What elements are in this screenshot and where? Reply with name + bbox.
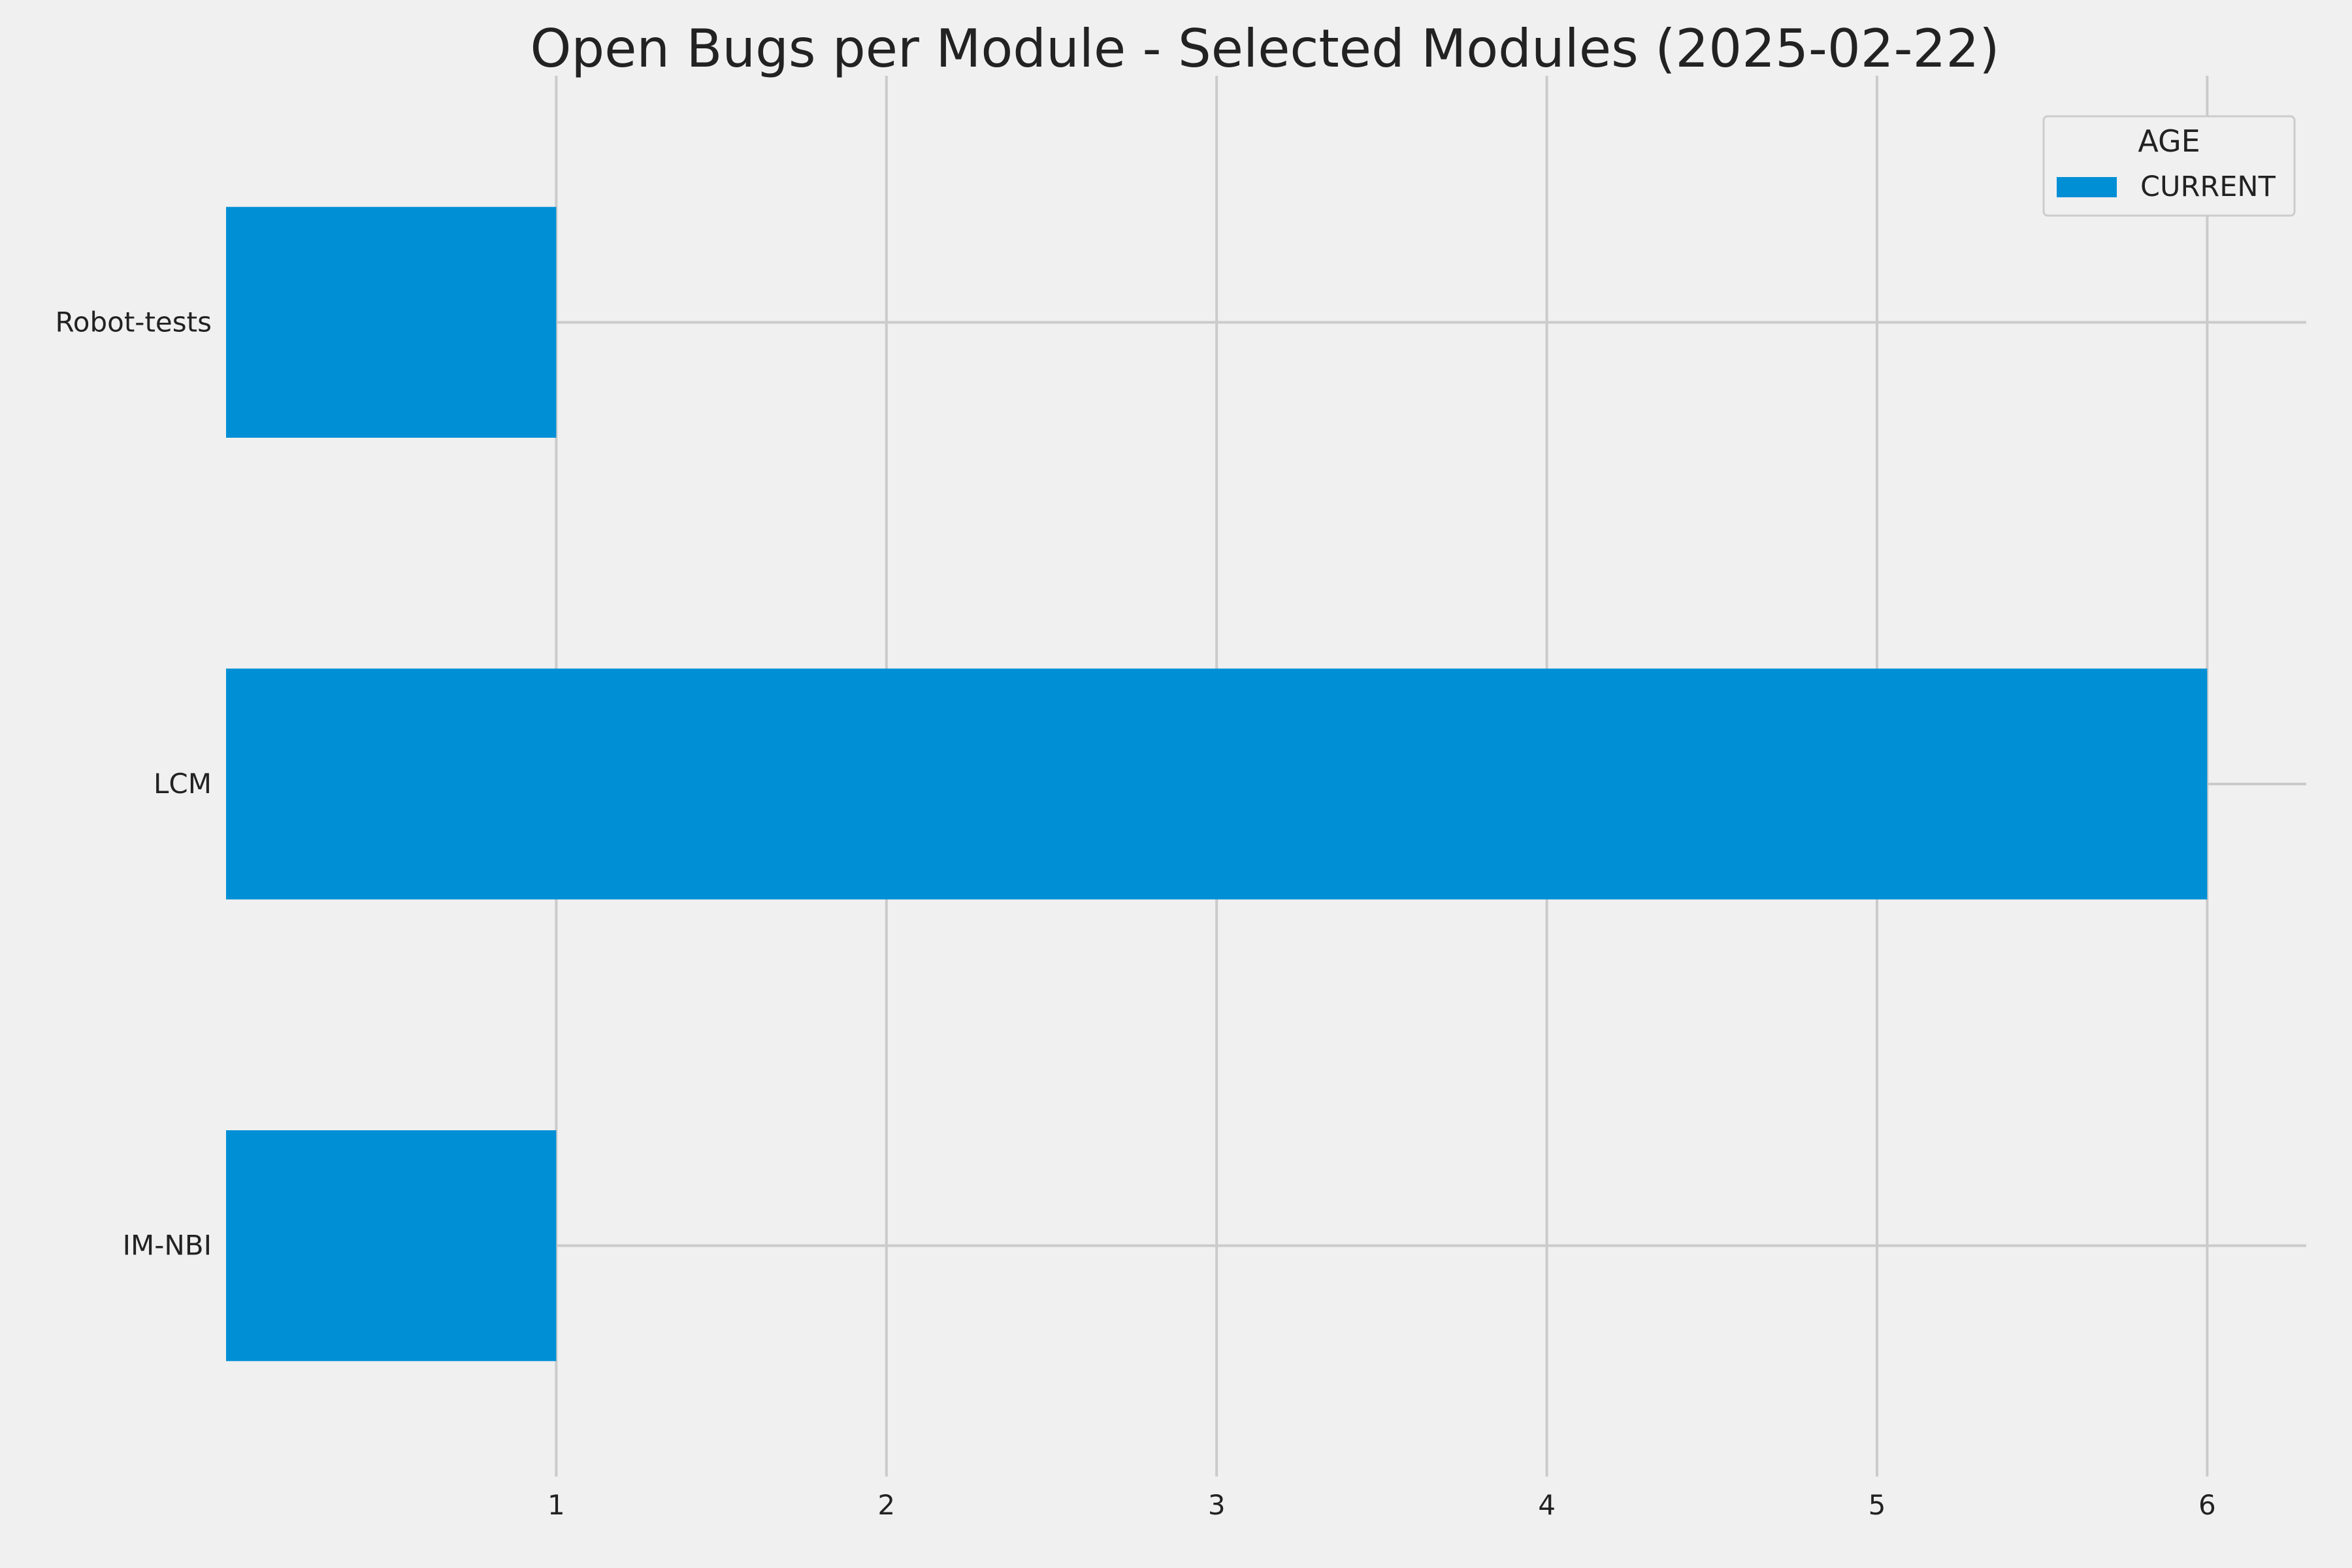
chart-title: Open Bugs per Module - Selected Modules … — [530, 18, 1999, 79]
bars — [226, 206, 2208, 1362]
y-tick-label: IM-NBI — [123, 1230, 212, 1262]
legend-title: AGE — [2138, 123, 2200, 159]
y-tick-labels: IM-NBI LCM Robot-tests — [55, 306, 212, 1261]
legend-label-current: CURRENT — [2140, 171, 2276, 203]
x-tick-labels: 1 2 3 4 5 6 — [547, 1489, 2216, 1521]
y-tick-label: Robot-tests — [55, 306, 212, 338]
legend: AGE CURRENT — [2042, 115, 2296, 217]
bar-im-nbi — [226, 1130, 557, 1362]
x-tick-label: 5 — [1869, 1489, 1886, 1521]
legend-swatch-current — [2057, 177, 2117, 197]
x-tick-label: 1 — [547, 1489, 565, 1521]
x-tick-label: 4 — [1538, 1489, 1556, 1521]
x-tick-label: 6 — [2198, 1489, 2216, 1521]
bar-lcm — [226, 668, 2208, 900]
bar-robot-tests — [226, 206, 557, 438]
x-tick-label: 3 — [1208, 1489, 1226, 1521]
x-tick-label: 2 — [877, 1489, 895, 1521]
y-tick-label: LCM — [154, 768, 212, 800]
